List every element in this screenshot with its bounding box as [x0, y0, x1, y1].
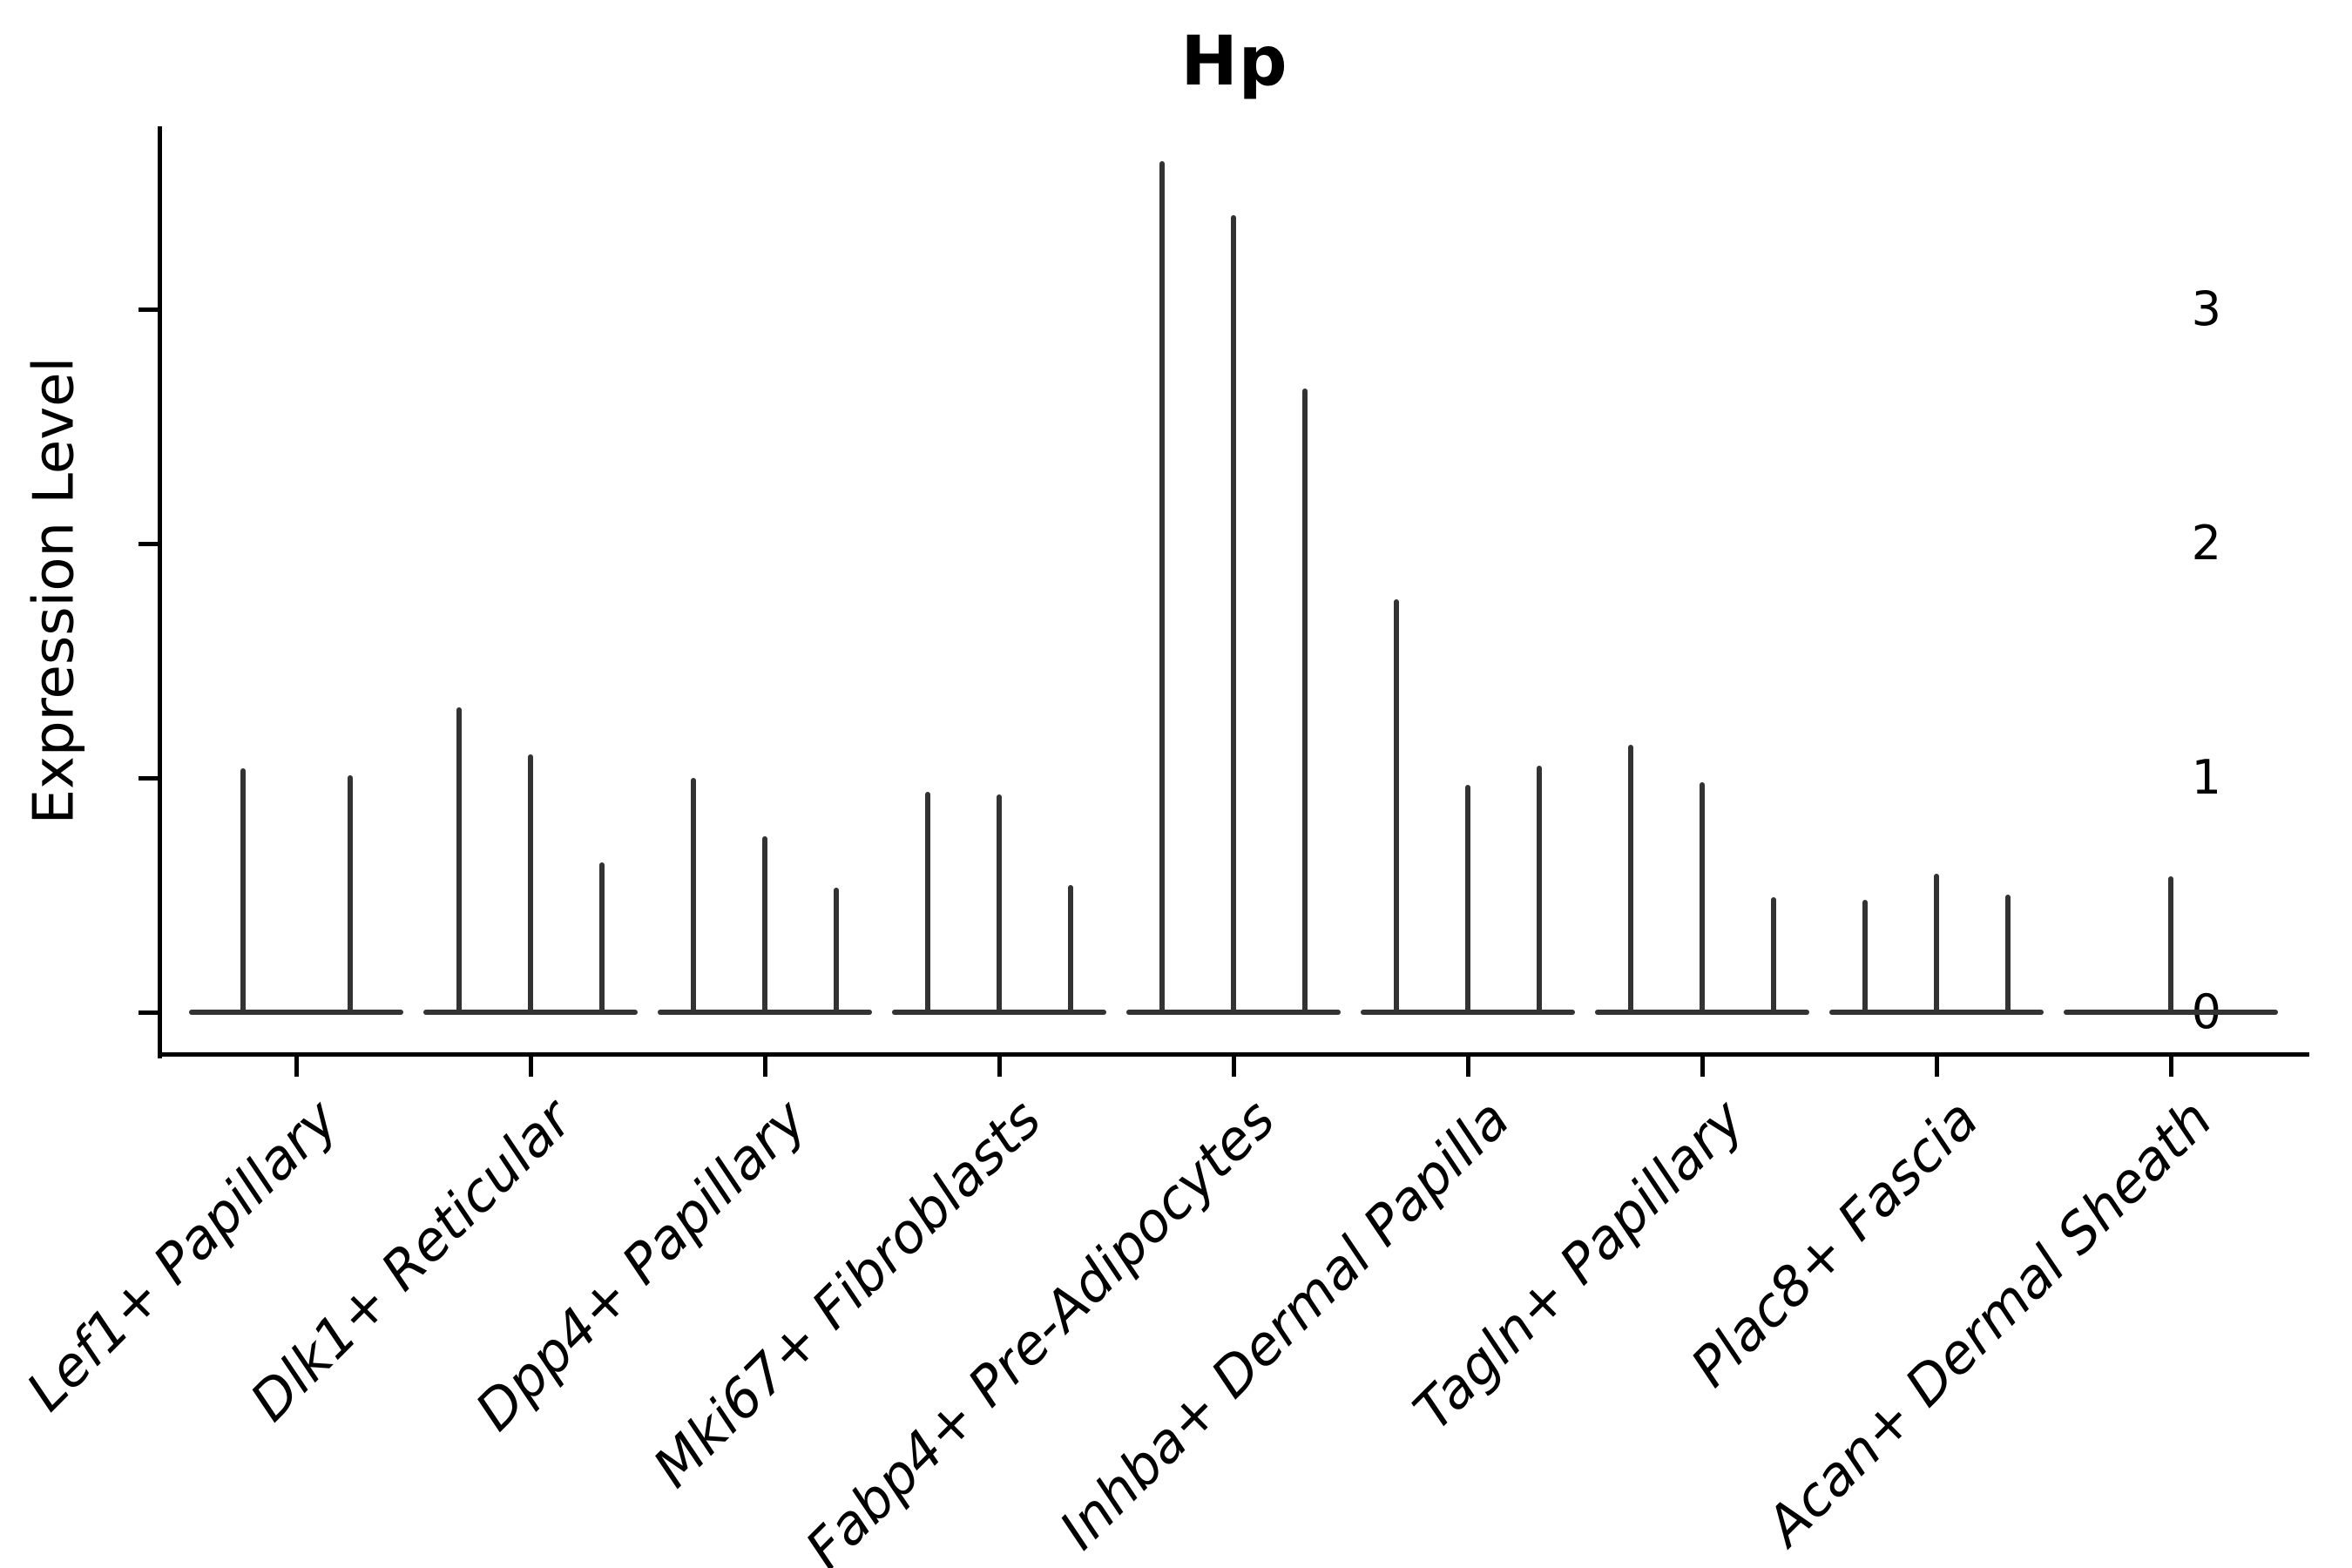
- x-axis-tick-label: Mki67+ Fibroblasts: [640, 1087, 1053, 1500]
- violin-spike: [1068, 885, 1073, 1012]
- violin-spike: [1771, 896, 1776, 1012]
- x-axis-tick-label: Inhba+ Dermal Papilla: [1047, 1087, 1522, 1562]
- violin-spike: [1934, 873, 1939, 1012]
- violin-spike: [762, 835, 767, 1012]
- y-axis-tick-mark: [139, 541, 158, 546]
- violin-spike: [1628, 745, 1633, 1012]
- violin-spike: [1159, 161, 1165, 1012]
- violin-baseline: [189, 1010, 403, 1015]
- violin-baseline: [1361, 1010, 1575, 1015]
- chart-title: Hp: [1180, 23, 1288, 101]
- violin-spike: [1302, 389, 1308, 1012]
- violin-spike: [925, 791, 930, 1012]
- y-axis-tick-mark: [139, 1010, 158, 1015]
- y-axis-tick-label: 1: [2191, 750, 2221, 805]
- x-axis-tick-mark: [294, 1056, 299, 1077]
- y-axis-tick-label: 2: [2191, 516, 2221, 571]
- violin-baseline: [1829, 1010, 2044, 1015]
- violin-baseline: [1126, 1010, 1341, 1015]
- x-axis-tick-mark: [1465, 1056, 1470, 1077]
- x-axis-tick-mark: [1700, 1056, 1705, 1077]
- y-axis-label-container: Expression Level: [0, 126, 108, 1054]
- violin-spike: [347, 775, 353, 1012]
- violin-spike: [599, 862, 605, 1012]
- y-axis-tick-mark: [139, 775, 158, 781]
- violin-spike: [528, 754, 533, 1012]
- violin-spike: [691, 777, 696, 1012]
- x-axis-tick-label: Acan+ Dermal Sheath: [1754, 1087, 2225, 1558]
- violin-baseline: [658, 1010, 872, 1015]
- violin-spike: [1394, 599, 1399, 1012]
- x-axis-tick-mark: [528, 1056, 533, 1077]
- x-axis-spine: [158, 1052, 2309, 1057]
- violin-spike: [2005, 895, 2011, 1012]
- violin-spike: [997, 794, 1002, 1012]
- x-axis-tick-mark: [1231, 1056, 1236, 1077]
- y-axis-label: Expression Level: [22, 356, 86, 824]
- y-axis-tick-label: 3: [2191, 281, 2221, 336]
- violin-spike: [2168, 875, 2173, 1012]
- x-axis-tick-mark: [2168, 1056, 2173, 1077]
- x-axis-tick-mark: [762, 1056, 767, 1077]
- violin-spike: [1700, 782, 1705, 1012]
- violin-spike: [834, 888, 839, 1012]
- y-axis-spine: [158, 126, 162, 1058]
- violin-baseline: [892, 1010, 1106, 1015]
- violin-spike: [1465, 784, 1470, 1012]
- violin-spike: [456, 706, 462, 1012]
- violin-spike: [1231, 215, 1236, 1012]
- violin-baseline: [1595, 1010, 1809, 1015]
- violin-baseline: [423, 1010, 638, 1015]
- violin-spike: [1537, 766, 1542, 1012]
- x-axis-tick-mark: [997, 1056, 1002, 1077]
- x-axis-tick-mark: [1934, 1056, 1939, 1077]
- y-axis-tick-mark: [139, 307, 158, 312]
- x-axis-tick-label: Fabp4+ Pre-Adipocytes: [793, 1087, 1288, 1568]
- violin-spike: [240, 767, 246, 1012]
- violin-spike: [1862, 899, 1868, 1012]
- violin-baseline: [2064, 1010, 2278, 1015]
